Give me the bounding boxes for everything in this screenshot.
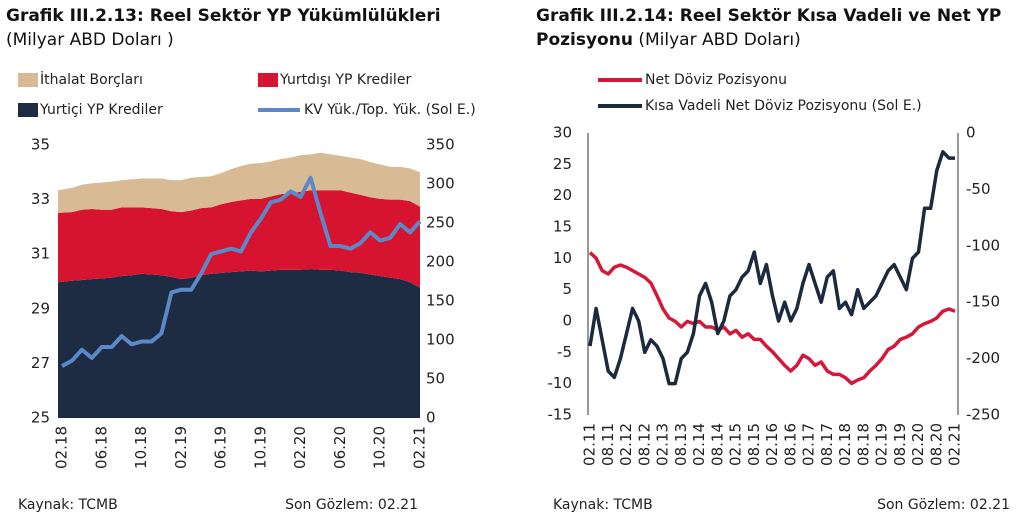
y-tick-label: 30 (553, 124, 572, 142)
x-tick-label: 02.13 (654, 423, 672, 466)
y2-tick-label: 0 (966, 124, 976, 142)
chart-subtitle: (Milyar ABD Doları ) (6, 30, 174, 50)
x-tick-label: 02.21 (411, 426, 429, 469)
x-tick-label: 02.18 (836, 423, 854, 466)
last-observation: Son Gözlem: 02.21 (877, 497, 1010, 513)
y2-tick-label: -100 (966, 236, 1000, 254)
y2-tick-label: 350 (426, 136, 455, 154)
legend-swatch (18, 103, 38, 117)
y2-tick-label: 150 (426, 292, 455, 310)
y-tick-label: -15 (548, 406, 573, 424)
y-tick-label: 31 (31, 245, 50, 263)
legend-label: Yurtdışı YP Krediler (279, 72, 411, 88)
line (588, 150, 955, 386)
x-tick-label: 10.19 (251, 426, 269, 469)
y-tick-label: -10 (548, 374, 573, 392)
source-note: Kaynak: TCMB (553, 497, 653, 513)
chart-heading: Grafik III.2.14: Reel Sektör Kısa Vadeli… (536, 4, 1006, 52)
legend-label: Net Döviz Pozisyonu (645, 72, 787, 88)
area (58, 190, 420, 288)
x-tick-label: 02.19 (172, 426, 190, 469)
chart-subtitle: (Milyar ABD Doları) (638, 30, 801, 50)
x-tick-label: 02.20 (909, 423, 927, 466)
y-tick-label: 25 (31, 409, 50, 427)
x-tick-label: 08.11 (599, 423, 617, 466)
chart-heading: Grafik III.2.13: Reel Sektör YP Yükümlül… (6, 4, 506, 52)
x-tick-label: 02.16 (763, 423, 781, 466)
x-tick-label: 08.17 (818, 423, 836, 466)
x-tick-label: 02.19 (873, 423, 891, 466)
y2-tick-label: 100 (426, 331, 455, 349)
x-tick-label: 06.19 (212, 426, 230, 469)
x-tick-label: 06.20 (331, 426, 349, 469)
x-tick-label: 08.14 (708, 423, 726, 466)
x-tick-label: 10.18 (132, 426, 150, 469)
source-note: Kaynak: TCMB (18, 497, 118, 513)
y2-tick-label: 250 (426, 214, 455, 232)
x-tick-label: 02.12 (617, 423, 635, 466)
x-tick-label: 02.18 (53, 426, 71, 469)
legend-label: Yurtiçi YP Krediler (39, 102, 163, 118)
y-tick-label: 29 (31, 299, 50, 317)
y-tick-label: 0 (562, 312, 572, 330)
area (58, 152, 420, 213)
y-tick-label: 35 (31, 136, 50, 154)
y-tick-label: 27 (31, 354, 50, 372)
y2-tick-label: 300 (426, 175, 455, 193)
y2-tick-label: 0 (426, 409, 436, 427)
legend-label: Kısa Vadeli Net Döviz Pozisyonu (Sol E.) (645, 98, 922, 114)
y2-tick-label: -150 (966, 293, 1000, 311)
x-tick-label: 08.16 (781, 423, 799, 466)
x-tick-label: 10.20 (371, 426, 389, 469)
line (588, 251, 956, 386)
y2-tick-label: -250 (966, 406, 1000, 424)
y2-tick-label: -200 (966, 349, 1000, 367)
last-observation: Son Gözlem: 02.21 (285, 497, 418, 513)
x-tick-label: 08.19 (891, 423, 909, 466)
legend-swatch (258, 73, 278, 87)
y-tick-label: 20 (553, 186, 572, 204)
legend-swatch (18, 73, 38, 87)
x-tick-label: 02.17 (800, 423, 818, 466)
y2-tick-label: 50 (426, 370, 445, 388)
chart-title: Grafik III.2.13: Reel Sektör YP Yükümlül… (6, 6, 441, 26)
y-tick-label: 5 (562, 280, 572, 298)
y-tick-label: 33 (31, 190, 50, 208)
x-tick-label: 02.11 (581, 423, 599, 466)
y2-tick-label: -50 (966, 180, 991, 198)
area (58, 269, 420, 418)
x-tick-label: 02.21 (946, 423, 964, 466)
x-tick-label: 02.20 (291, 426, 309, 469)
x-tick-label: 08.13 (672, 423, 690, 466)
y-tick-label: 15 (553, 218, 572, 236)
chart-title: Grafik III.2.14: Reel Sektör Kısa Vadeli… (536, 6, 1002, 50)
legend-label: İthalat Borçları (40, 70, 143, 88)
x-tick-label: 08.18 (854, 423, 872, 466)
legend-label: KV Yük./Top. Yük. (Sol E.) (304, 102, 476, 118)
x-tick-label: 08.12 (635, 423, 653, 466)
x-tick-label: 02.15 (727, 423, 745, 466)
x-tick-label: 06.18 (92, 426, 110, 469)
x-tick-label: 08.20 (927, 423, 945, 466)
y-tick-label: 25 (553, 155, 572, 173)
x-tick-label: 08.15 (745, 423, 763, 466)
y-tick-label: -5 (557, 343, 572, 361)
y2-tick-label: 200 (426, 253, 455, 271)
y-tick-label: 10 (553, 249, 572, 267)
x-tick-label: 02.14 (690, 423, 708, 466)
line (61, 175, 422, 368)
